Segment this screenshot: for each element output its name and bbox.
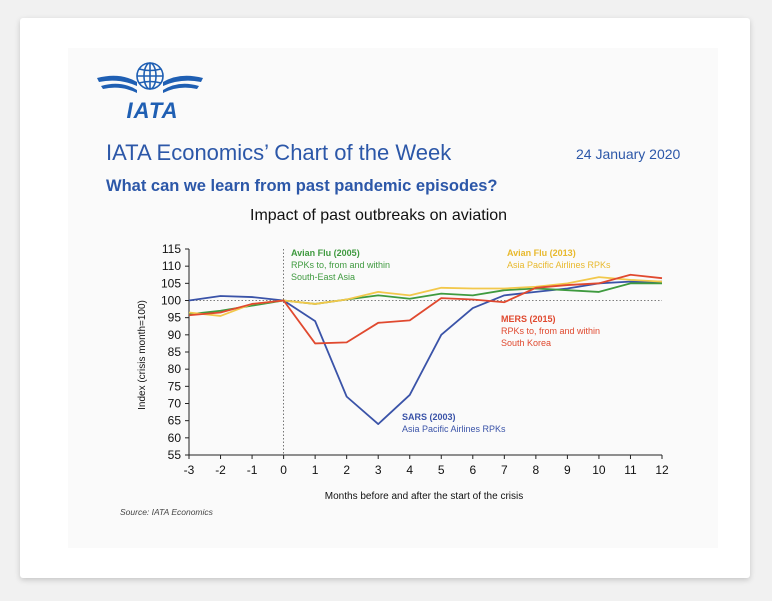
- y-tick-label: 110: [162, 259, 181, 273]
- series-line-sars: [188, 280, 662, 426]
- series-line-mers: [188, 273, 663, 345]
- annotation-avian2005-line2: South-East Asia: [291, 272, 355, 282]
- annotation-mers: MERS (2015) RPKs to, from and within Sou…: [501, 314, 600, 348]
- logo-wing-left: [97, 75, 137, 86]
- y-tick-label: 65: [168, 414, 182, 428]
- x-tick-label: 3: [375, 463, 382, 477]
- y-tick-label: 115: [162, 242, 181, 256]
- x-tick-label: 10: [592, 463, 606, 477]
- y-tick-label: 60: [168, 431, 182, 445]
- x-tick-label: -2: [215, 463, 226, 477]
- x-tick-label: 6: [469, 463, 476, 477]
- x-tick-label: 8: [533, 463, 540, 477]
- annotation-sars-line1: Asia Pacific Airlines RPKs: [402, 424, 506, 434]
- x-tick-label: 1: [312, 463, 319, 477]
- annotation-avian2013: Avian Flu (2013) Asia Pacific Airlines R…: [507, 248, 611, 270]
- chart-title: Impact of past outbreaks on aviation: [250, 207, 508, 224]
- logo-wing-right: [163, 75, 203, 86]
- y-axis-label: Index (crisis month=100): [137, 300, 148, 410]
- logo-text: IATA: [126, 98, 179, 123]
- y-tick-label: 90: [168, 328, 182, 342]
- x-tick-label: 2: [343, 463, 350, 477]
- x-tick-label: 11: [624, 463, 637, 477]
- y-tick-label: 80: [168, 362, 182, 376]
- y-tick-label: 85: [168, 345, 182, 359]
- annotation-sars-title: SARS (2003): [402, 412, 456, 422]
- source-note: Source: IATA Economics: [120, 507, 213, 517]
- y-axis-ticks: 55 60 65 70 75 80 85 90 95 100 105 110 115: [161, 242, 189, 462]
- annotation-mers-title: MERS (2015): [501, 314, 556, 324]
- y-tick-label: 100: [161, 294, 181, 308]
- y-tick-label: 105: [161, 276, 181, 290]
- annotation-mers-line1: RPKs to, from and within: [501, 326, 600, 336]
- x-tick-label: 9: [564, 463, 571, 477]
- annotation-avian2005-title: Avian Flu (2005): [291, 248, 360, 258]
- page-subtitle: What can we learn from past pandemic epi…: [106, 177, 498, 195]
- annotation-avian2005: Avian Flu (2005) RPKs to, from and withi…: [291, 248, 390, 282]
- y-tick-label: 55: [168, 448, 182, 462]
- x-tick-label: -1: [247, 463, 258, 477]
- annotation-mers-line2: South Korea: [501, 338, 551, 348]
- chart-card: [20, 18, 750, 578]
- annotation-avian2005-line1: RPKs to, from and within: [291, 260, 390, 270]
- x-tick-label: 5: [438, 463, 445, 477]
- series-lines: [188, 273, 663, 426]
- y-tick-label: 70: [168, 397, 182, 411]
- x-axis-label: Months before and after the start of the…: [325, 491, 523, 502]
- iata-logo: [97, 62, 203, 93]
- page-title: IATA Economics’ Chart of the Week: [106, 140, 452, 165]
- y-tick-label: 95: [168, 311, 182, 325]
- x-axis-ticks: -3 -2 -1 0 1 2 3 4 5 6 7 8 9 10 11 12: [184, 455, 669, 477]
- x-tick-label: 7: [501, 463, 508, 477]
- x-tick-label: 4: [406, 463, 413, 477]
- annotation-sars: SARS (2003) Asia Pacific Airlines RPKs: [402, 412, 506, 434]
- annotation-avian2013-title: Avian Flu (2013): [507, 248, 576, 258]
- x-tick-label: 0: [280, 463, 287, 477]
- y-tick-label: 75: [168, 379, 182, 393]
- publish-date: 24 January 2020: [576, 146, 681, 162]
- chart-slide: [68, 48, 718, 548]
- globe-icon: [136, 62, 164, 90]
- annotation-avian2013-line1: Asia Pacific Airlines RPKs: [507, 260, 611, 270]
- x-tick-label: -3: [184, 463, 195, 477]
- x-tick-label: 12: [655, 463, 669, 477]
